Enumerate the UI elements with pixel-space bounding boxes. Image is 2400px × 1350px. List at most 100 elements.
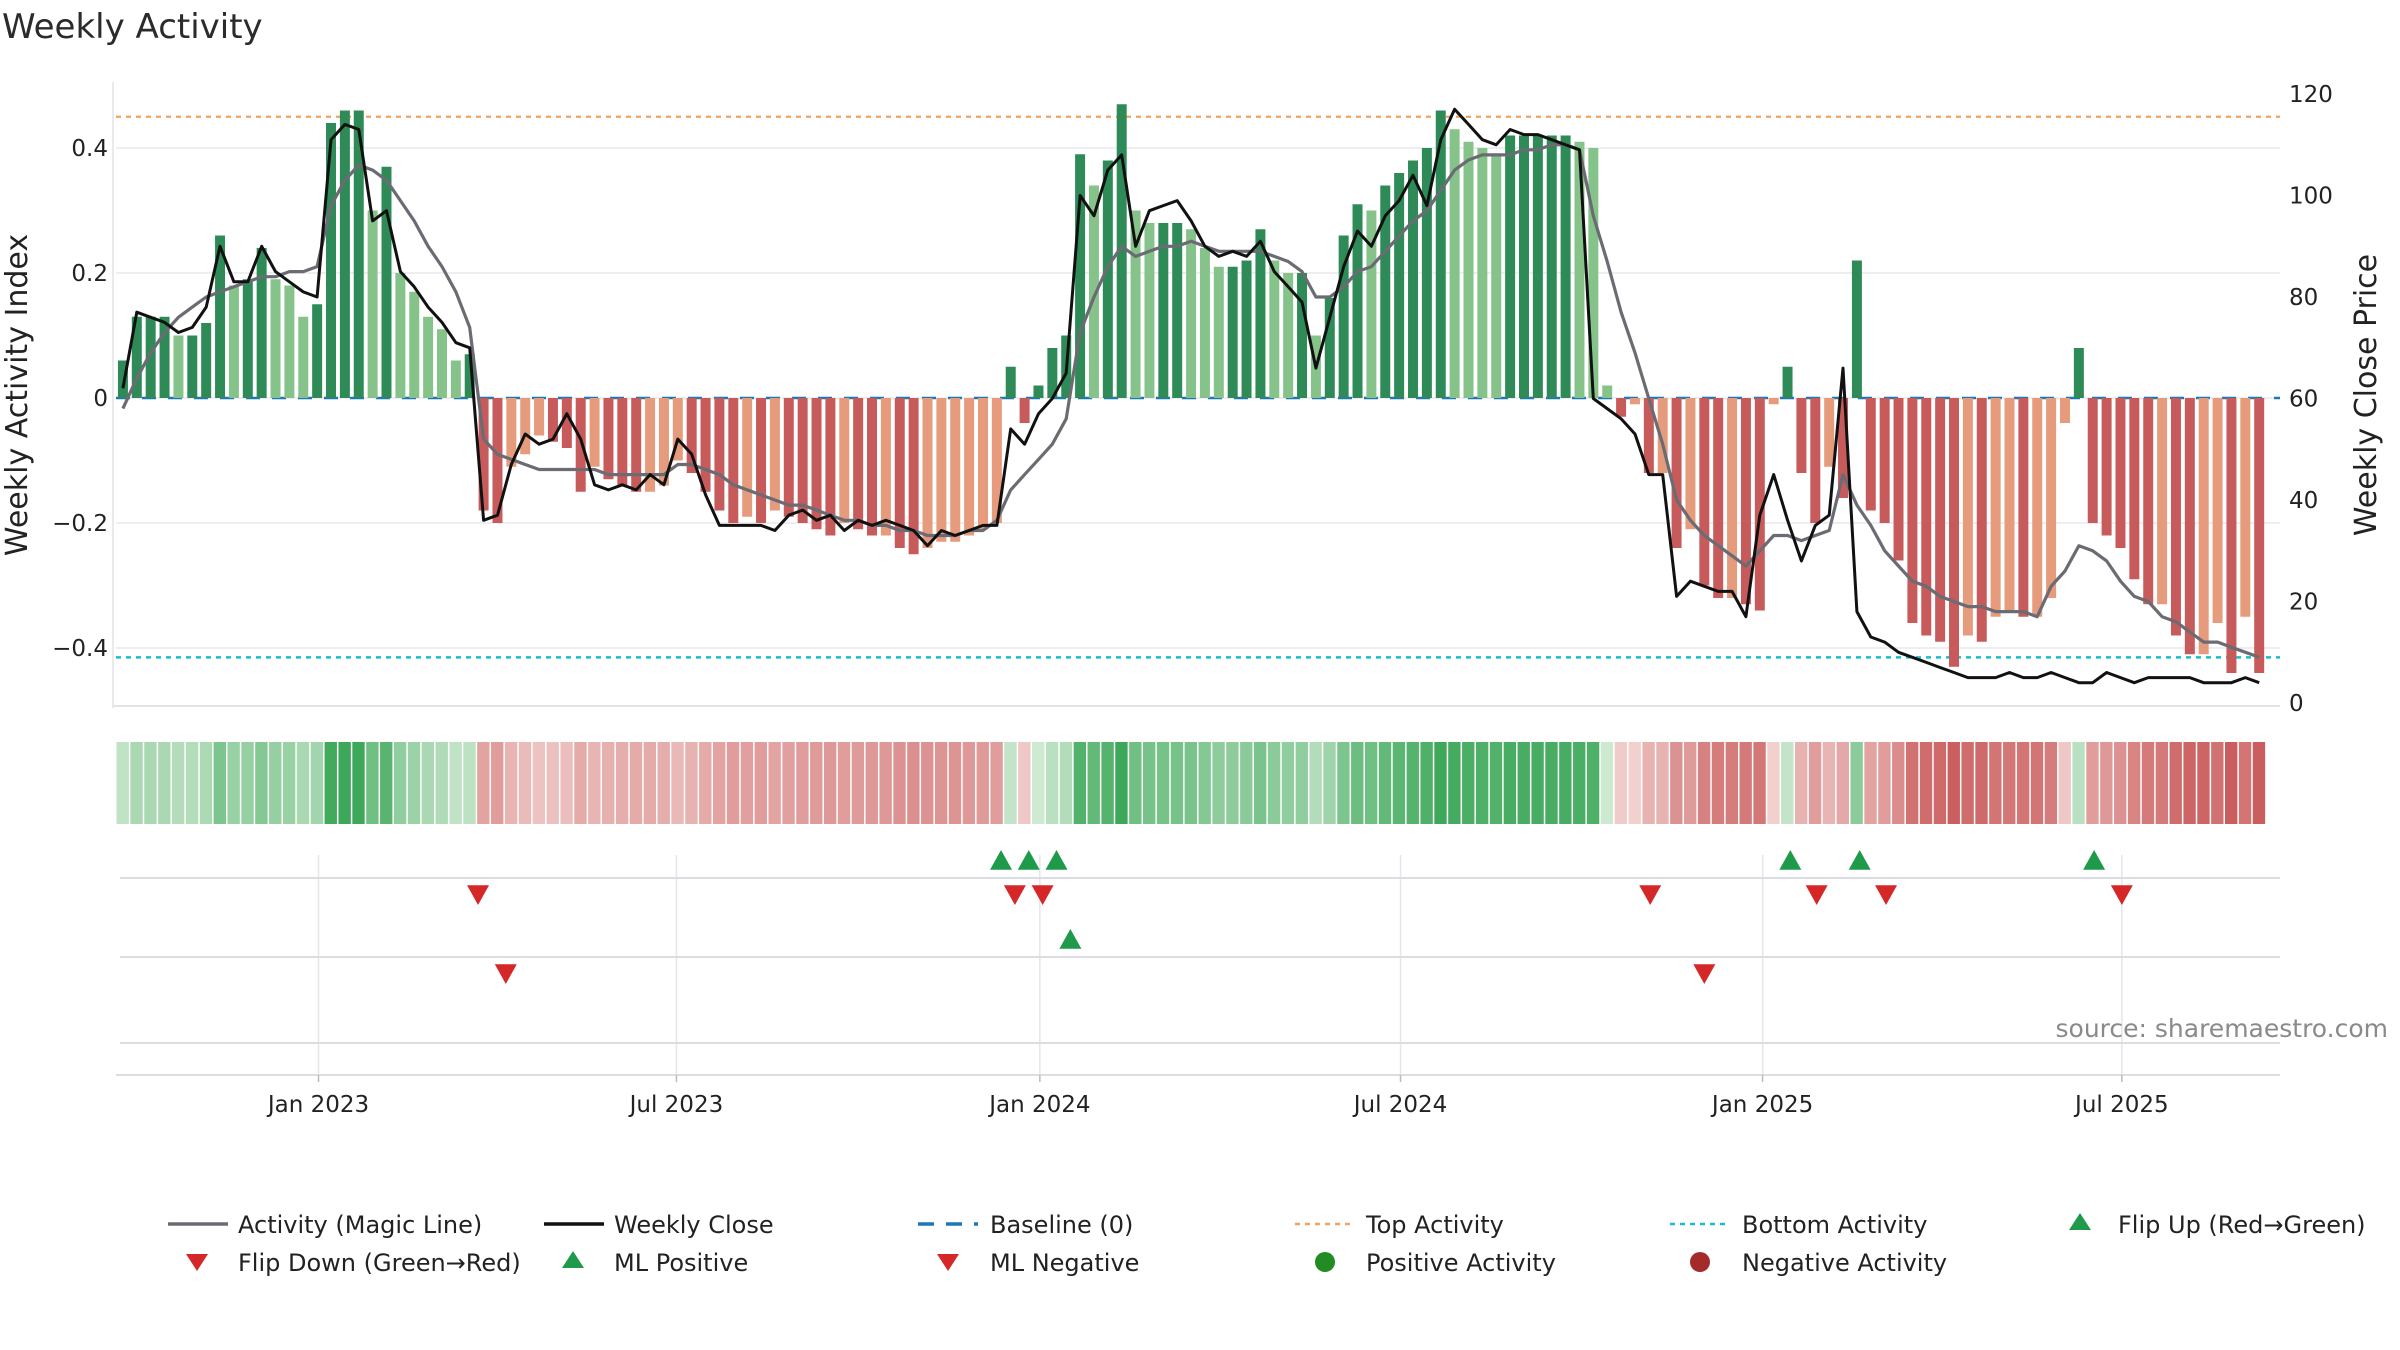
strip-cell	[588, 742, 601, 824]
activity-bar	[756, 398, 767, 523]
strip-cell	[1947, 742, 1960, 824]
activity-bar	[228, 285, 239, 398]
strip-cell	[366, 742, 379, 824]
activity-bar	[423, 316, 434, 398]
strip-cell	[2030, 742, 2044, 824]
activity-bar	[1199, 248, 1210, 398]
strip-cell	[352, 742, 365, 824]
strip-cell	[1267, 742, 1281, 824]
activity-bar	[2115, 398, 2126, 548]
strip-cell	[477, 742, 490, 824]
strip-cell	[962, 742, 976, 824]
activity-bar	[1324, 298, 1335, 398]
price-lines	[121, 107, 2260, 685]
activity-bar	[908, 398, 919, 555]
strip-cell	[1961, 742, 1974, 824]
strip-cell	[1087, 742, 1100, 824]
strip-cell	[768, 742, 781, 824]
flip-down-marker	[1639, 885, 1662, 905]
activity-bar	[728, 398, 739, 523]
activity-bar	[1838, 398, 1849, 498]
strip-cell	[282, 742, 296, 824]
activity-bar	[1532, 135, 1543, 398]
strip-cell	[1198, 742, 1211, 824]
flip-down-marker	[1003, 885, 1026, 905]
y-tick-label: 0	[93, 386, 108, 412]
legend: Activity (Magic Line) Weekly Close Baselin…	[168, 1211, 2366, 1277]
activity-bar	[1227, 266, 1238, 398]
strip-cell	[504, 742, 518, 824]
activity-bar	[339, 110, 350, 398]
activity-bar	[936, 398, 947, 542]
y2-tick-label: 60	[2289, 387, 2318, 413]
activity-bar	[686, 398, 697, 473]
activity-bar	[645, 398, 656, 492]
activity-bar	[1477, 148, 1488, 398]
activity-bar	[1990, 398, 2001, 617]
strip-cell	[948, 742, 962, 824]
strip-cell	[2238, 742, 2252, 824]
strip-cell	[796, 742, 809, 824]
activity-bar	[1505, 135, 1516, 398]
activity-bar	[589, 398, 600, 467]
flip-up-marker	[1848, 850, 1871, 870]
activity-bar	[1713, 398, 1724, 598]
flip-down-marker	[1805, 885, 1828, 905]
activity-bar	[839, 398, 850, 523]
strip-cell	[851, 742, 865, 824]
strip-cell	[643, 742, 656, 824]
y2-tick-label: 100	[2289, 184, 2333, 210]
strip-cell	[2127, 742, 2141, 824]
strip-cell	[1559, 742, 1572, 824]
strip-cell	[546, 742, 559, 824]
activity-bar	[1241, 260, 1252, 398]
strip-cell	[1226, 742, 1239, 824]
activity-bar	[1283, 273, 1294, 398]
activity-bar	[173, 335, 184, 398]
activity-bar	[326, 123, 337, 398]
strip-cell	[921, 742, 934, 824]
legend-positive-dot	[1315, 1252, 1335, 1272]
strip-cell	[1295, 742, 1308, 824]
flip-markers	[116, 850, 2280, 1076]
strip-cell	[726, 742, 740, 824]
strip-cell	[1586, 742, 1600, 824]
strip-cell	[1004, 742, 1017, 824]
strip-cell	[2183, 742, 2196, 824]
strip-cell	[740, 742, 754, 824]
activity-bar	[950, 398, 961, 542]
activity-bar	[284, 285, 295, 398]
strip-cell	[491, 742, 504, 824]
activity-bar	[409, 291, 420, 398]
strip-cell	[1850, 742, 1863, 824]
strip-cell	[1323, 742, 1336, 824]
strip-cell	[1753, 742, 1766, 824]
activity-bar	[436, 329, 447, 398]
strip-cell	[1517, 742, 1530, 824]
legend-label: Flip Down (Green→Red)	[238, 1249, 521, 1277]
activity-bar	[464, 354, 475, 398]
strip-cell	[712, 742, 726, 824]
activity-bar	[242, 279, 253, 398]
strip-cell	[1836, 742, 1849, 824]
activity-bar	[672, 398, 683, 461]
strip-cell	[671, 742, 684, 824]
strip-cell	[990, 742, 1003, 824]
strip-cell	[893, 742, 906, 824]
strip-cell	[1503, 742, 1517, 824]
activity-bar	[2198, 398, 2209, 655]
strip-cell	[269, 742, 282, 824]
activity-bar	[1186, 229, 1197, 398]
activity-bar	[450, 360, 461, 398]
strip-cell	[1434, 742, 1447, 824]
activity-bar	[367, 210, 378, 398]
strip-cell	[1448, 742, 1461, 824]
x-tick-label: Jul 2024	[1352, 1092, 1448, 1118]
x-tick-label: Jan 2023	[266, 1092, 369, 1118]
strip-cell	[130, 742, 143, 824]
strip-cell	[296, 742, 310, 824]
legend-label: Top Activity	[1365, 1211, 1504, 1239]
strip-cell	[685, 742, 698, 824]
strip-cell	[699, 742, 712, 824]
activity-bar	[825, 398, 836, 536]
